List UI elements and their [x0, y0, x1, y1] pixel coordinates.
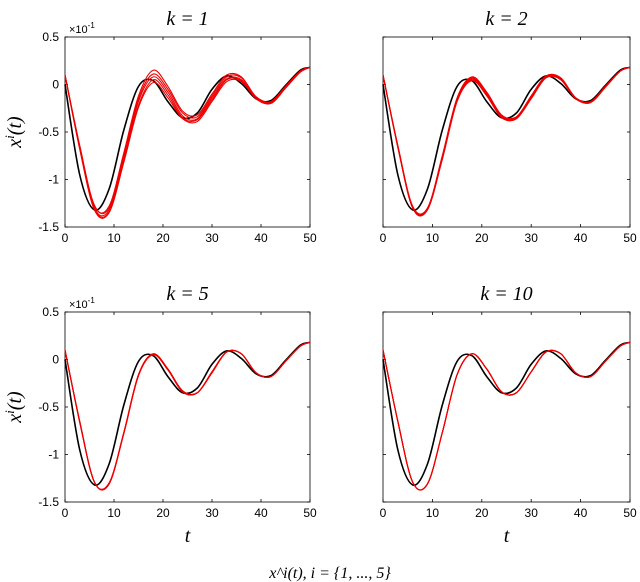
y-tick-label: -0.5	[38, 400, 59, 414]
y-tick-label: 0.5	[42, 30, 59, 44]
x-tick-label: 10	[107, 506, 121, 520]
x-tick-label: 0	[62, 231, 69, 245]
y-tick-label: -1	[48, 173, 59, 187]
y-tick-label: -0.5	[38, 125, 59, 139]
x-tick-label: 30	[525, 506, 539, 520]
subplot-3: 0 10 20 30 40 50 0.5 0 -0.5 -1 -1.5 k = 5 ×10-1 xi(t)…	[2, 283, 317, 547]
x-tick-label: 20	[156, 231, 170, 245]
reference-curve	[64, 66, 311, 212]
agent-curve-2	[382, 66, 631, 216]
agent-curve-1	[382, 341, 631, 491]
x-tick-label: 50	[303, 506, 317, 520]
x-tick-label: 30	[205, 231, 219, 245]
x-tick-label: 10	[426, 506, 440, 520]
x-tick-label: 20	[156, 506, 170, 520]
agent-curve-5	[64, 341, 311, 491]
x-tick-label: 40	[574, 231, 588, 245]
reference-curve	[382, 66, 631, 212]
reference-curve	[382, 341, 631, 487]
agent-curve-1	[64, 341, 311, 491]
agent-curve-3	[382, 341, 631, 491]
x-tick-label: 30	[525, 231, 539, 245]
axes-frame	[64, 311, 311, 503]
agent-curve-3	[64, 341, 311, 491]
x-tick-label: 50	[623, 506, 637, 520]
subplot-title: k = 5	[166, 283, 208, 305]
y-tick-label: -1.5	[38, 495, 59, 509]
y-axis-label-arg: (t)	[4, 391, 26, 410]
subplot-4: 0 10 20 30 40 50 k = 10 t	[380, 283, 637, 547]
reference-curve	[64, 341, 311, 487]
y-axis-label-superscript: i	[2, 410, 17, 414]
y-axis-label: xi(t)	[2, 391, 26, 424]
subplot-grid: 0 10 20 30 40 500.50-0.5-1-1.5k = 1×10-1xi(t)…	[2, 8, 637, 547]
axes-frame	[64, 36, 311, 228]
y-axis-label: xi(t)	[2, 116, 26, 149]
agent-curve-5	[382, 66, 631, 217]
x-tick-label: 20	[475, 231, 489, 245]
y-axis-label-base: x	[4, 139, 26, 149]
x-tick-label: 30	[205, 506, 219, 520]
x-tick-label: 0	[380, 231, 387, 245]
exponent-superscript: -1	[88, 296, 96, 305]
agent-curve-3	[64, 66, 311, 219]
subplot-1: 0 10 20 30 40 50 0.5 0 -0.5 -1 -1.5 k = 1 ×10-1 xi(t)	[2, 8, 317, 245]
agent-curve-5	[64, 66, 311, 218]
x-tick-label: 20	[475, 506, 489, 520]
axes-frame	[382, 311, 631, 503]
subplot-title: k = 1	[166, 8, 208, 30]
agent-curve-2	[382, 341, 631, 491]
agent-curve-4	[382, 66, 631, 216]
agent-curve-1	[64, 66, 311, 214]
x-axis-label: t	[504, 525, 510, 547]
agent-curve-2	[64, 341, 311, 491]
y-tick-label: 0.5	[42, 305, 59, 319]
x-tick-label: 0	[380, 506, 387, 520]
y-axis-label-base: x	[4, 414, 26, 424]
y-tick-label: 0	[52, 353, 59, 367]
y-axis-label-arg: (t)	[4, 116, 26, 135]
x-tick-label: 50	[303, 231, 317, 245]
agent-curve-3	[382, 66, 631, 217]
agent-curve-1	[382, 66, 631, 215]
x-tick-label: 40	[254, 506, 268, 520]
x-tick-label: 50	[623, 231, 637, 245]
exponent-multiplier: ×10-1	[69, 296, 95, 311]
x-axis-label: t	[185, 525, 191, 547]
agent-curve-5	[382, 341, 631, 491]
y-tick-label: -1.5	[38, 220, 59, 234]
y-axis-label-superscript: i	[2, 135, 17, 139]
x-tick-label: 10	[107, 231, 121, 245]
agent-curve-4	[382, 341, 631, 491]
y-tick-label: 0	[52, 78, 59, 92]
axes-frame	[382, 36, 631, 228]
agent-curve-4	[64, 66, 311, 215]
exponent-multiplier: ×10-1	[69, 21, 95, 36]
y-tick-label: -1	[48, 448, 59, 462]
x-tick-label: 0	[62, 506, 69, 520]
x-tick-label: 40	[254, 231, 268, 245]
figure-caption: x^i(t), i = {1, ..., 5}	[268, 565, 391, 582]
subplot-title: k = 10	[480, 283, 532, 305]
subplot-2: 0 10 20 30 40 50 k = 2	[380, 8, 637, 245]
exponent-superscript: -1	[88, 21, 96, 30]
subplot-title: k = 2	[485, 8, 527, 30]
x-tick-label: 10	[426, 231, 440, 245]
agent-curve-2	[64, 66, 311, 217]
agent-curve-4	[64, 341, 311, 491]
x-tick-label: 40	[574, 506, 588, 520]
